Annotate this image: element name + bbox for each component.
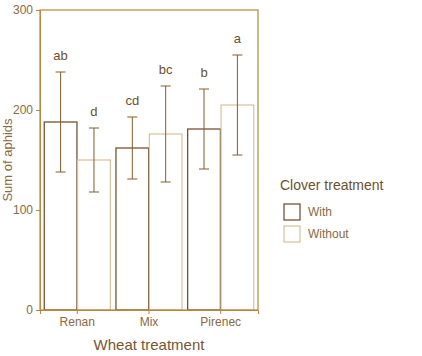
legend-title: Clover treatment [280,177,384,193]
x-tick: Mix [140,310,159,329]
legend-label: With [308,205,332,219]
plot-frame [40,10,258,310]
error-cap [161,182,171,183]
legend-item: With [284,204,332,220]
error-cap [127,179,137,180]
error-bar [199,89,209,169]
y-tick-mark [36,110,40,111]
y-tick: 300 [13,3,40,17]
y-tick-label: 0 [26,303,33,317]
y-tick-label: 100 [13,203,33,217]
x-axis-line [41,311,259,315]
error-bar [56,72,66,172]
y-axis-title: Sum of aphids [0,118,15,202]
y-tick-mark [36,210,40,211]
error-stem [60,72,61,172]
significance-letter: ab [53,48,67,63]
y-tick: 200 [13,103,40,117]
error-cap [56,72,66,73]
letters: ab cd b d bc a [53,31,241,119]
legend-item: Without [284,226,349,242]
chart-svg: ab cd b d bc a 0 100 200 300 Renan Mix Pirenec Wheat … [0,0,422,356]
x-axis: Renan Mix Pirenec [41,310,259,329]
series-1 [78,55,254,310]
error-cap [56,172,66,173]
legend: Clover treatment With Without [280,177,384,242]
error-bar [232,55,242,155]
error-stem [132,117,133,179]
significance-letter: a [234,31,242,46]
error-cap [89,192,99,193]
legend-swatch [284,204,300,220]
x-tick-label: Mix [140,315,159,329]
x-tick-label: Pirenec [200,315,241,329]
error-cap [127,117,137,118]
x-tick-label: Renan [60,315,95,329]
significance-letter: d [90,104,97,119]
error-cap [161,86,171,87]
error-cap [89,128,99,129]
error-cap [232,155,242,156]
error-stem [204,89,205,169]
error-bar [161,86,171,182]
x-tick: Pirenec [200,310,241,329]
error-stem [165,86,166,182]
error-cap [232,55,242,56]
y-tick-mark [36,10,40,11]
x-tick-mark [149,310,150,314]
legend-swatch [284,226,300,242]
y-axis: 0 100 200 300 [13,3,41,317]
significance-letter: bc [159,62,173,77]
x-tick: Renan [60,310,95,329]
error-cap [199,89,209,90]
error-bar [127,117,137,179]
significance-letter: cd [125,93,139,108]
marks [44,55,253,310]
series-0 [44,72,220,310]
y-tick: 0 [26,303,40,317]
y-tick-mark [36,310,40,311]
error-stem [237,55,238,155]
error-cap [199,169,209,170]
y-tick-label: 200 [13,103,33,117]
legend-label: Without [308,227,349,241]
plot: ab cd b d bc a 0 100 200 300 Renan Mix Pirenec [13,3,259,328]
x-axis-title: Wheat treatment [94,336,206,353]
x-tick-mark [77,310,78,314]
y-tick: 100 [13,203,40,217]
x-tick-mark [220,310,221,314]
error-stem [93,128,94,192]
error-bar [89,128,99,192]
y-axis-line [36,11,41,311]
y-tick-label: 300 [13,3,33,17]
significance-letter: b [200,65,207,80]
